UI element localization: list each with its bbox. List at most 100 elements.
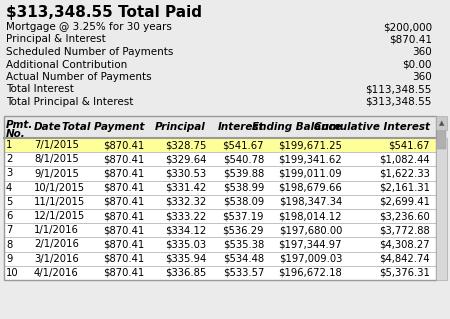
Text: 1: 1 [6,140,13,150]
Bar [437,131,446,149]
Text: $533.57: $533.57 [223,268,264,278]
Text: $113,348.55: $113,348.55 [365,85,432,94]
Bar [4,237,436,252]
Text: 7: 7 [6,225,13,235]
Bar [4,152,436,167]
Text: $199,011.09: $199,011.09 [279,168,342,179]
Text: $197,344.97: $197,344.97 [279,240,342,249]
Text: 4/1/2016: 4/1/2016 [34,268,79,278]
Text: Scheduled Number of Payments: Scheduled Number of Payments [6,47,173,57]
Bar [4,167,436,181]
Text: $4,308.27: $4,308.27 [379,240,430,249]
Text: $198,347.34: $198,347.34 [279,197,342,207]
Text: $1,622.33: $1,622.33 [379,168,430,179]
Text: $870.41: $870.41 [389,34,432,44]
Text: $870.41: $870.41 [103,268,144,278]
Text: $0.00: $0.00 [402,60,432,70]
Text: Principal: Principal [155,122,206,132]
Text: 8: 8 [6,240,12,249]
Text: $536.29: $536.29 [222,225,264,235]
Text: $328.75: $328.75 [165,140,206,150]
Text: Total Principal & Interest: Total Principal & Interest [6,97,133,107]
Text: 1/1/2016: 1/1/2016 [34,225,79,235]
Text: $870.41: $870.41 [103,197,144,207]
Text: 5: 5 [6,197,13,207]
Text: $870.41: $870.41 [103,140,144,150]
Text: 9: 9 [6,254,13,264]
Text: $870.41: $870.41 [103,168,144,179]
Text: $538.99: $538.99 [223,183,264,193]
Text: $538.09: $538.09 [223,197,264,207]
Text: No.: No. [6,129,26,139]
Text: $330.53: $330.53 [165,168,206,179]
Text: 8/1/2015: 8/1/2015 [34,154,79,164]
Text: $1,082.44: $1,082.44 [379,154,430,164]
Text: $3,772.88: $3,772.88 [379,225,430,235]
Text: Additional Contribution: Additional Contribution [6,60,127,70]
Text: 12/1/2015: 12/1/2015 [34,211,85,221]
Text: $5,376.31: $5,376.31 [379,268,430,278]
Text: $535.38: $535.38 [223,240,264,249]
Bar [4,266,436,280]
Text: $870.41: $870.41 [103,211,144,221]
Text: $4,842.74: $4,842.74 [379,254,430,264]
Text: $313,348.55: $313,348.55 [365,97,432,107]
Text: $534.48: $534.48 [223,254,264,264]
Bar [4,195,436,209]
Text: $199,671.25: $199,671.25 [278,140,342,150]
Text: $333.22: $333.22 [165,211,206,221]
Text: ▲: ▲ [439,120,444,126]
Bar [4,223,436,237]
Text: 2: 2 [6,154,13,164]
Text: $198,014.12: $198,014.12 [279,211,342,221]
Text: $329.64: $329.64 [165,154,206,164]
Text: $2,161.31: $2,161.31 [379,183,430,193]
Text: $197,009.03: $197,009.03 [279,254,342,264]
Text: Ending Balance: Ending Balance [252,122,342,132]
Text: 2/1/2016: 2/1/2016 [34,240,79,249]
Text: Date: Date [34,122,62,132]
Text: $197,680.00: $197,680.00 [279,225,342,235]
Text: $332.32: $332.32 [165,197,206,207]
Text: 9/1/2015: 9/1/2015 [34,168,79,179]
Text: $200,000: $200,000 [383,22,432,32]
Bar [4,138,436,152]
Bar [4,181,436,195]
Text: $541.67: $541.67 [388,140,430,150]
Text: Principal & Interest: Principal & Interest [6,34,106,44]
Text: $870.41: $870.41 [103,154,144,164]
Text: 360: 360 [412,72,432,82]
Text: $541.67: $541.67 [222,140,264,150]
Text: $870.41: $870.41 [103,183,144,193]
Text: Interest: Interest [217,122,264,132]
Text: $870.41: $870.41 [103,225,144,235]
Text: Mortgage @ 3.25% for 30 years: Mortgage @ 3.25% for 30 years [6,22,172,32]
Text: 3: 3 [6,168,12,179]
Bar [4,252,436,266]
Text: Total Payment: Total Payment [62,122,144,132]
Bar [4,209,436,223]
Bar [436,116,447,130]
Text: $335.94: $335.94 [165,254,206,264]
Text: $196,672.18: $196,672.18 [278,268,342,278]
Bar [4,116,436,280]
Text: Pmt.: Pmt. [6,120,33,130]
Text: $539.88: $539.88 [223,168,264,179]
Text: 3/1/2016: 3/1/2016 [34,254,79,264]
Text: $2,699.41: $2,699.41 [379,197,430,207]
Text: $870.41: $870.41 [103,254,144,264]
Text: $335.03: $335.03 [165,240,206,249]
Text: 4: 4 [6,183,12,193]
Text: 10/1/2015: 10/1/2015 [34,183,85,193]
Text: $331.42: $331.42 [165,183,206,193]
Text: $199,341.62: $199,341.62 [279,154,342,164]
Text: Cumulative Interest: Cumulative Interest [314,122,430,132]
Bar [436,138,447,280]
Text: $3,236.60: $3,236.60 [379,211,430,221]
Text: Actual Number of Payments: Actual Number of Payments [6,72,152,82]
Text: $870.41: $870.41 [103,240,144,249]
Text: $198,679.66: $198,679.66 [278,183,342,193]
Text: Total Interest: Total Interest [6,85,74,94]
Bar [4,116,436,138]
Text: $313,348.55 Total Paid: $313,348.55 Total Paid [6,5,202,20]
